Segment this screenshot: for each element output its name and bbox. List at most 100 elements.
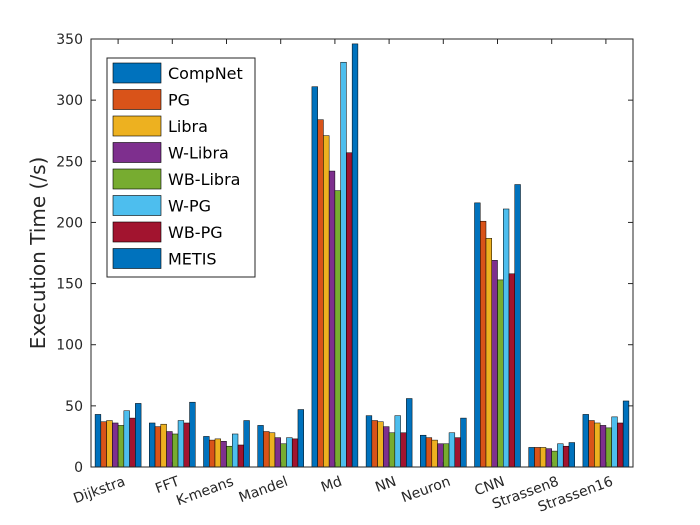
bar-compnet-mandel [257, 425, 264, 468]
bar-wb-libra-dijkstra [117, 425, 125, 468]
bar-w-libra-mandel [274, 437, 281, 468]
bar-wb-libra-mandel [280, 443, 287, 468]
bar-wb-pg-strassen16 [617, 422, 624, 468]
x-tick-label-mandel: Mandel [237, 474, 290, 506]
y-tick-label: 0 [74, 460, 83, 476]
y-tick-label: 200 [56, 215, 83, 231]
bar-metis-cnn [514, 184, 521, 468]
bar-libra-md [323, 135, 330, 468]
bar-pg-fft [154, 426, 162, 468]
bar-metis-nn [406, 398, 413, 468]
legend-label-compnet: CompNet [168, 64, 243, 83]
bar-wb-pg-cnn [508, 273, 515, 468]
bar-w-libra-strassen16 [599, 425, 607, 468]
bar-compnet-strassen16 [582, 414, 589, 468]
bar-w-pg-dijkstra [123, 410, 130, 468]
bar-wb-libra-md [334, 190, 341, 468]
bar-metis-dijkstra [135, 403, 142, 468]
bar-metis-neuron [460, 417, 467, 468]
bar-wb-pg-dijkstra [129, 417, 136, 468]
legend-swatch-w-libra [112, 142, 162, 163]
legend-label-w-libra: W-Libra [168, 144, 229, 163]
bars-layer [94, 43, 630, 468]
bar-w-pg-nn [394, 415, 401, 468]
bar-libra-nn [377, 421, 384, 468]
x-tick-label-k-means: K-means [174, 474, 236, 509]
bar-compnet-neuron [420, 434, 427, 468]
bar-compnet-k-means [203, 436, 210, 468]
bar-libra-fft [160, 423, 167, 468]
bar-compnet-fft [149, 422, 156, 468]
bar-compnet-dijkstra [94, 414, 102, 468]
bar-pg-mandel [263, 431, 270, 468]
y-tick-label: 50 [65, 399, 83, 415]
bar-pg-strassen16 [588, 420, 595, 468]
y-tick-label: 250 [56, 154, 83, 170]
bar-wb-libra-cnn [497, 279, 504, 468]
bar-libra-mandel [268, 432, 276, 468]
bar-libra-k-means [214, 438, 221, 468]
legend-label-pg: PG [168, 91, 190, 110]
legend-label-libra: Libra [168, 117, 208, 136]
x-tick-label-md: Md [319, 474, 344, 496]
bar-pg-cnn [480, 220, 487, 468]
bar-w-libra-neuron [437, 443, 444, 468]
bar-libra-dijkstra [106, 420, 113, 468]
bar-w-pg-fft [177, 420, 185, 468]
bar-w-libra-cnn [491, 260, 498, 468]
bar-compnet-nn [365, 415, 373, 468]
bar-w-libra-nn [383, 426, 390, 468]
bar-libra-strassen8 [539, 447, 547, 468]
bar-wb-libra-fft [172, 433, 179, 468]
bar-metis-mandel [297, 409, 304, 468]
legend-swatch-wb-libra [112, 168, 162, 190]
legend-label-wb-pg: WB-PG [168, 223, 223, 242]
bar-wb-pg-mandel [291, 438, 299, 468]
bar-w-libra-k-means [220, 441, 227, 468]
bar-wb-pg-strassen8 [562, 445, 570, 468]
bar-w-pg-cnn [503, 208, 510, 468]
legend-swatch-wb-pg [112, 221, 162, 243]
bar-w-libra-md [328, 170, 336, 468]
bar-libra-cnn [485, 238, 492, 468]
legend-swatch-metis [112, 248, 162, 269]
bar-pg-k-means [209, 439, 216, 468]
bar-w-pg-md [340, 61, 347, 468]
bar-metis-strassen16 [622, 400, 630, 468]
legend-swatch-compnet [112, 62, 162, 84]
legend-label-metis: METIS [168, 250, 217, 269]
bar-wb-libra-k-means [226, 445, 233, 468]
legend-label-w-pg: W-PG [168, 197, 211, 216]
bar-wb-pg-nn [400, 432, 407, 468]
bar-wb-libra-strassen16 [605, 427, 612, 468]
bar-w-pg-strassen16 [611, 416, 618, 468]
bar-w-pg-k-means [232, 433, 239, 468]
y-tick-label: 350 [56, 32, 83, 48]
y-tick-label: 100 [56, 338, 83, 354]
bar-wb-pg-md [346, 152, 353, 468]
y-tick-label: 150 [56, 277, 83, 293]
legend-swatch-pg [112, 89, 162, 110]
legend-swatch-libra [112, 115, 162, 137]
bar-compnet-cnn [474, 202, 481, 468]
legend-label-wb-libra: WB-Libra [168, 170, 240, 189]
bar-metis-md [351, 43, 359, 468]
x-tick-label-dijkstra: Dijkstra [71, 474, 127, 507]
x-tick-label-neuron: Neuron [399, 474, 452, 506]
bar-wb-pg-fft [183, 422, 190, 468]
bar-metis-strassen8 [568, 442, 575, 468]
bar-wb-libra-nn [388, 432, 396, 468]
bar-w-pg-neuron [448, 432, 456, 468]
bar-wb-pg-neuron [454, 437, 461, 468]
bar-pg-md [317, 119, 324, 468]
bar-w-libra-strassen8 [545, 448, 552, 468]
bar-pg-nn [371, 420, 378, 468]
x-tick-label-nn: NN [373, 474, 398, 496]
legend: CompNet PG Libra W-Libra WB-Libra W-PG WB-PG ME… [106, 57, 256, 278]
bar-w-libra-fft [166, 431, 173, 468]
plot-frame [90, 38, 634, 468]
bar-wb-pg-k-means [237, 444, 244, 468]
bar-wb-libra-strassen8 [551, 450, 558, 468]
y-axis-title: Execution Time (/s) [26, 157, 50, 350]
